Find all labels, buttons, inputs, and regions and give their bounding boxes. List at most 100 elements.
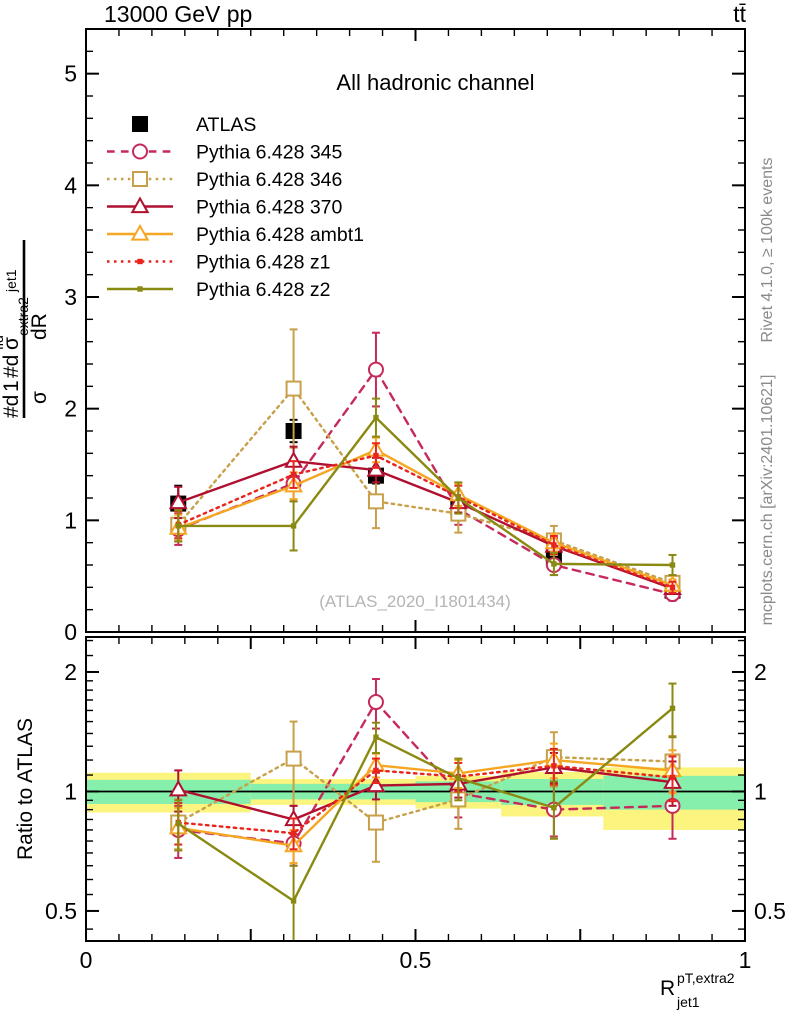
den-dr: dR <box>28 313 51 340</box>
main-y-tick-label: 2 <box>64 396 77 422</box>
marker-dot <box>551 763 557 769</box>
legend-item-pythia-6-428-346[interactable]: Pythia 6.428 346 <box>107 169 342 191</box>
main-y-tick-label: 5 <box>64 61 77 87</box>
marker-circle <box>367 694 384 711</box>
series-line <box>177 387 674 585</box>
x-axis-title-subscript: jet1 <box>676 994 700 1010</box>
marker-dot <box>373 414 379 421</box>
marker-triangle <box>168 779 188 797</box>
legend-item-pythia-6-428-ambt1[interactable]: Pythia 6.428 ambt1 <box>107 223 364 246</box>
legend-item-pythia-6-428-345[interactable]: Pythia 6.428 345 <box>107 142 343 164</box>
marker-dot <box>137 286 143 292</box>
series-line <box>177 766 674 821</box>
legend-label-text: ATLAS <box>196 114 256 136</box>
series-line <box>177 459 674 590</box>
num-sigma-sup: fid <box>0 335 6 350</box>
series-line <box>177 416 674 567</box>
num-sigma-sub2: jet1 <box>3 269 19 293</box>
ratio-y-axis-title: Ratio to ATLAS <box>14 718 37 860</box>
series-main-pythia-6-428-370 <box>168 445 682 596</box>
marker-dot <box>669 584 676 591</box>
marker-dot <box>290 523 297 529</box>
marker-triangle <box>130 223 150 241</box>
legend-item-pythia-6-428-370[interactable]: Pythia 6.428 370 <box>107 196 343 219</box>
main-series-group <box>168 328 682 603</box>
marker-triangle <box>168 492 188 510</box>
legend-label-text: Pythia 6.428 ambt1 <box>196 224 364 246</box>
marker-triangle <box>366 459 386 477</box>
ratio-y-tick-label-right: 2 <box>754 659 767 685</box>
ratio-y-tick-label-right: 1 <box>754 778 767 804</box>
series-line <box>177 700 674 845</box>
marker-dot <box>669 705 676 712</box>
marker-dot <box>455 775 462 781</box>
marker-dot <box>175 523 181 529</box>
x-tick-label: 1 <box>739 947 752 973</box>
num-part-1: #d <box>0 395 23 418</box>
dataset-watermark: (ATLAS_2020_I1801434) <box>319 592 511 611</box>
marker-dot <box>551 805 557 811</box>
main-y-tick-label: 3 <box>64 284 77 310</box>
series-main-pythia-6-428-346 <box>170 328 681 592</box>
legend-item-pythia-6-428-z2[interactable]: Pythia 6.428 z2 <box>107 279 330 301</box>
marker-triangle <box>130 196 150 214</box>
marker-dot <box>551 561 557 567</box>
legend-label-text: Pythia 6.428 z1 <box>196 252 330 274</box>
marker-dot <box>373 452 379 459</box>
marker-circle <box>132 143 148 160</box>
num-sigma: σ <box>0 337 23 350</box>
marker-square <box>285 380 302 397</box>
den-sigma: σ <box>28 391 51 404</box>
legend-label-text: Pythia 6.428 346 <box>196 169 342 191</box>
legend-label-text: Pythia 6.428 345 <box>196 142 343 164</box>
marker-dot <box>290 830 297 836</box>
legend-item-pythia-6-428-z1[interactable]: Pythia 6.428 z1 <box>107 252 330 274</box>
ratio-series-group <box>168 678 682 941</box>
ratio-y-tick-label-left: 2 <box>64 659 77 685</box>
num-part-2: 1 <box>0 380 23 392</box>
marker-dot <box>669 774 676 781</box>
x-tick-label: 0 <box>80 947 93 973</box>
header-energy-label: 13000 GeV pp <box>104 1 252 27</box>
series-line <box>177 755 674 824</box>
series-line <box>177 454 674 589</box>
legend-label-text: Pythia 6.428 z2 <box>196 279 330 301</box>
marker-square <box>132 171 148 187</box>
series-line <box>177 448 674 587</box>
marker-dot <box>455 495 462 501</box>
main-plot-title: All hadronic channel <box>336 70 534 95</box>
marker-square <box>367 493 384 510</box>
series-line <box>177 368 674 596</box>
series-line <box>177 764 674 835</box>
marker-dot <box>290 898 297 904</box>
marker-triangle <box>366 775 386 793</box>
legend-label-text: Pythia 6.428 370 <box>196 197 343 219</box>
ratio-y-tick-label-left: 1 <box>64 778 77 804</box>
marker-dot <box>669 562 676 568</box>
series-line <box>177 707 674 903</box>
legend: ATLAS Pythia 6.428 345 Pythia 6.428 346 Pyt… <box>107 114 364 301</box>
num-sigma-sub: extra2 <box>15 297 31 336</box>
x-tick-label: 0.5 <box>400 947 432 973</box>
main-panel-frame <box>85 28 746 633</box>
legend-item-atlas[interactable]: ATLAS <box>132 114 256 136</box>
marker-dot <box>175 820 181 827</box>
marker-dot <box>290 471 297 478</box>
ratio-y-tick-label-right: 0.5 <box>754 898 786 924</box>
marker-dot <box>373 734 379 740</box>
x-axis-title-base: R <box>660 977 675 1000</box>
main-y-tick-label: 1 <box>64 507 77 533</box>
series-ratio-pythia-6-428-z2 <box>174 682 677 941</box>
main-y-tick-label: 4 <box>64 172 77 198</box>
marker-square <box>285 750 302 767</box>
marker-dot <box>551 542 557 548</box>
series-line <box>177 758 674 847</box>
marker-dot <box>137 258 143 265</box>
rivet-version-note: Rivet 4.1.0, ≥ 100k events <box>759 158 776 343</box>
ratio-y-tick-label-left: 0.5 <box>45 898 77 924</box>
